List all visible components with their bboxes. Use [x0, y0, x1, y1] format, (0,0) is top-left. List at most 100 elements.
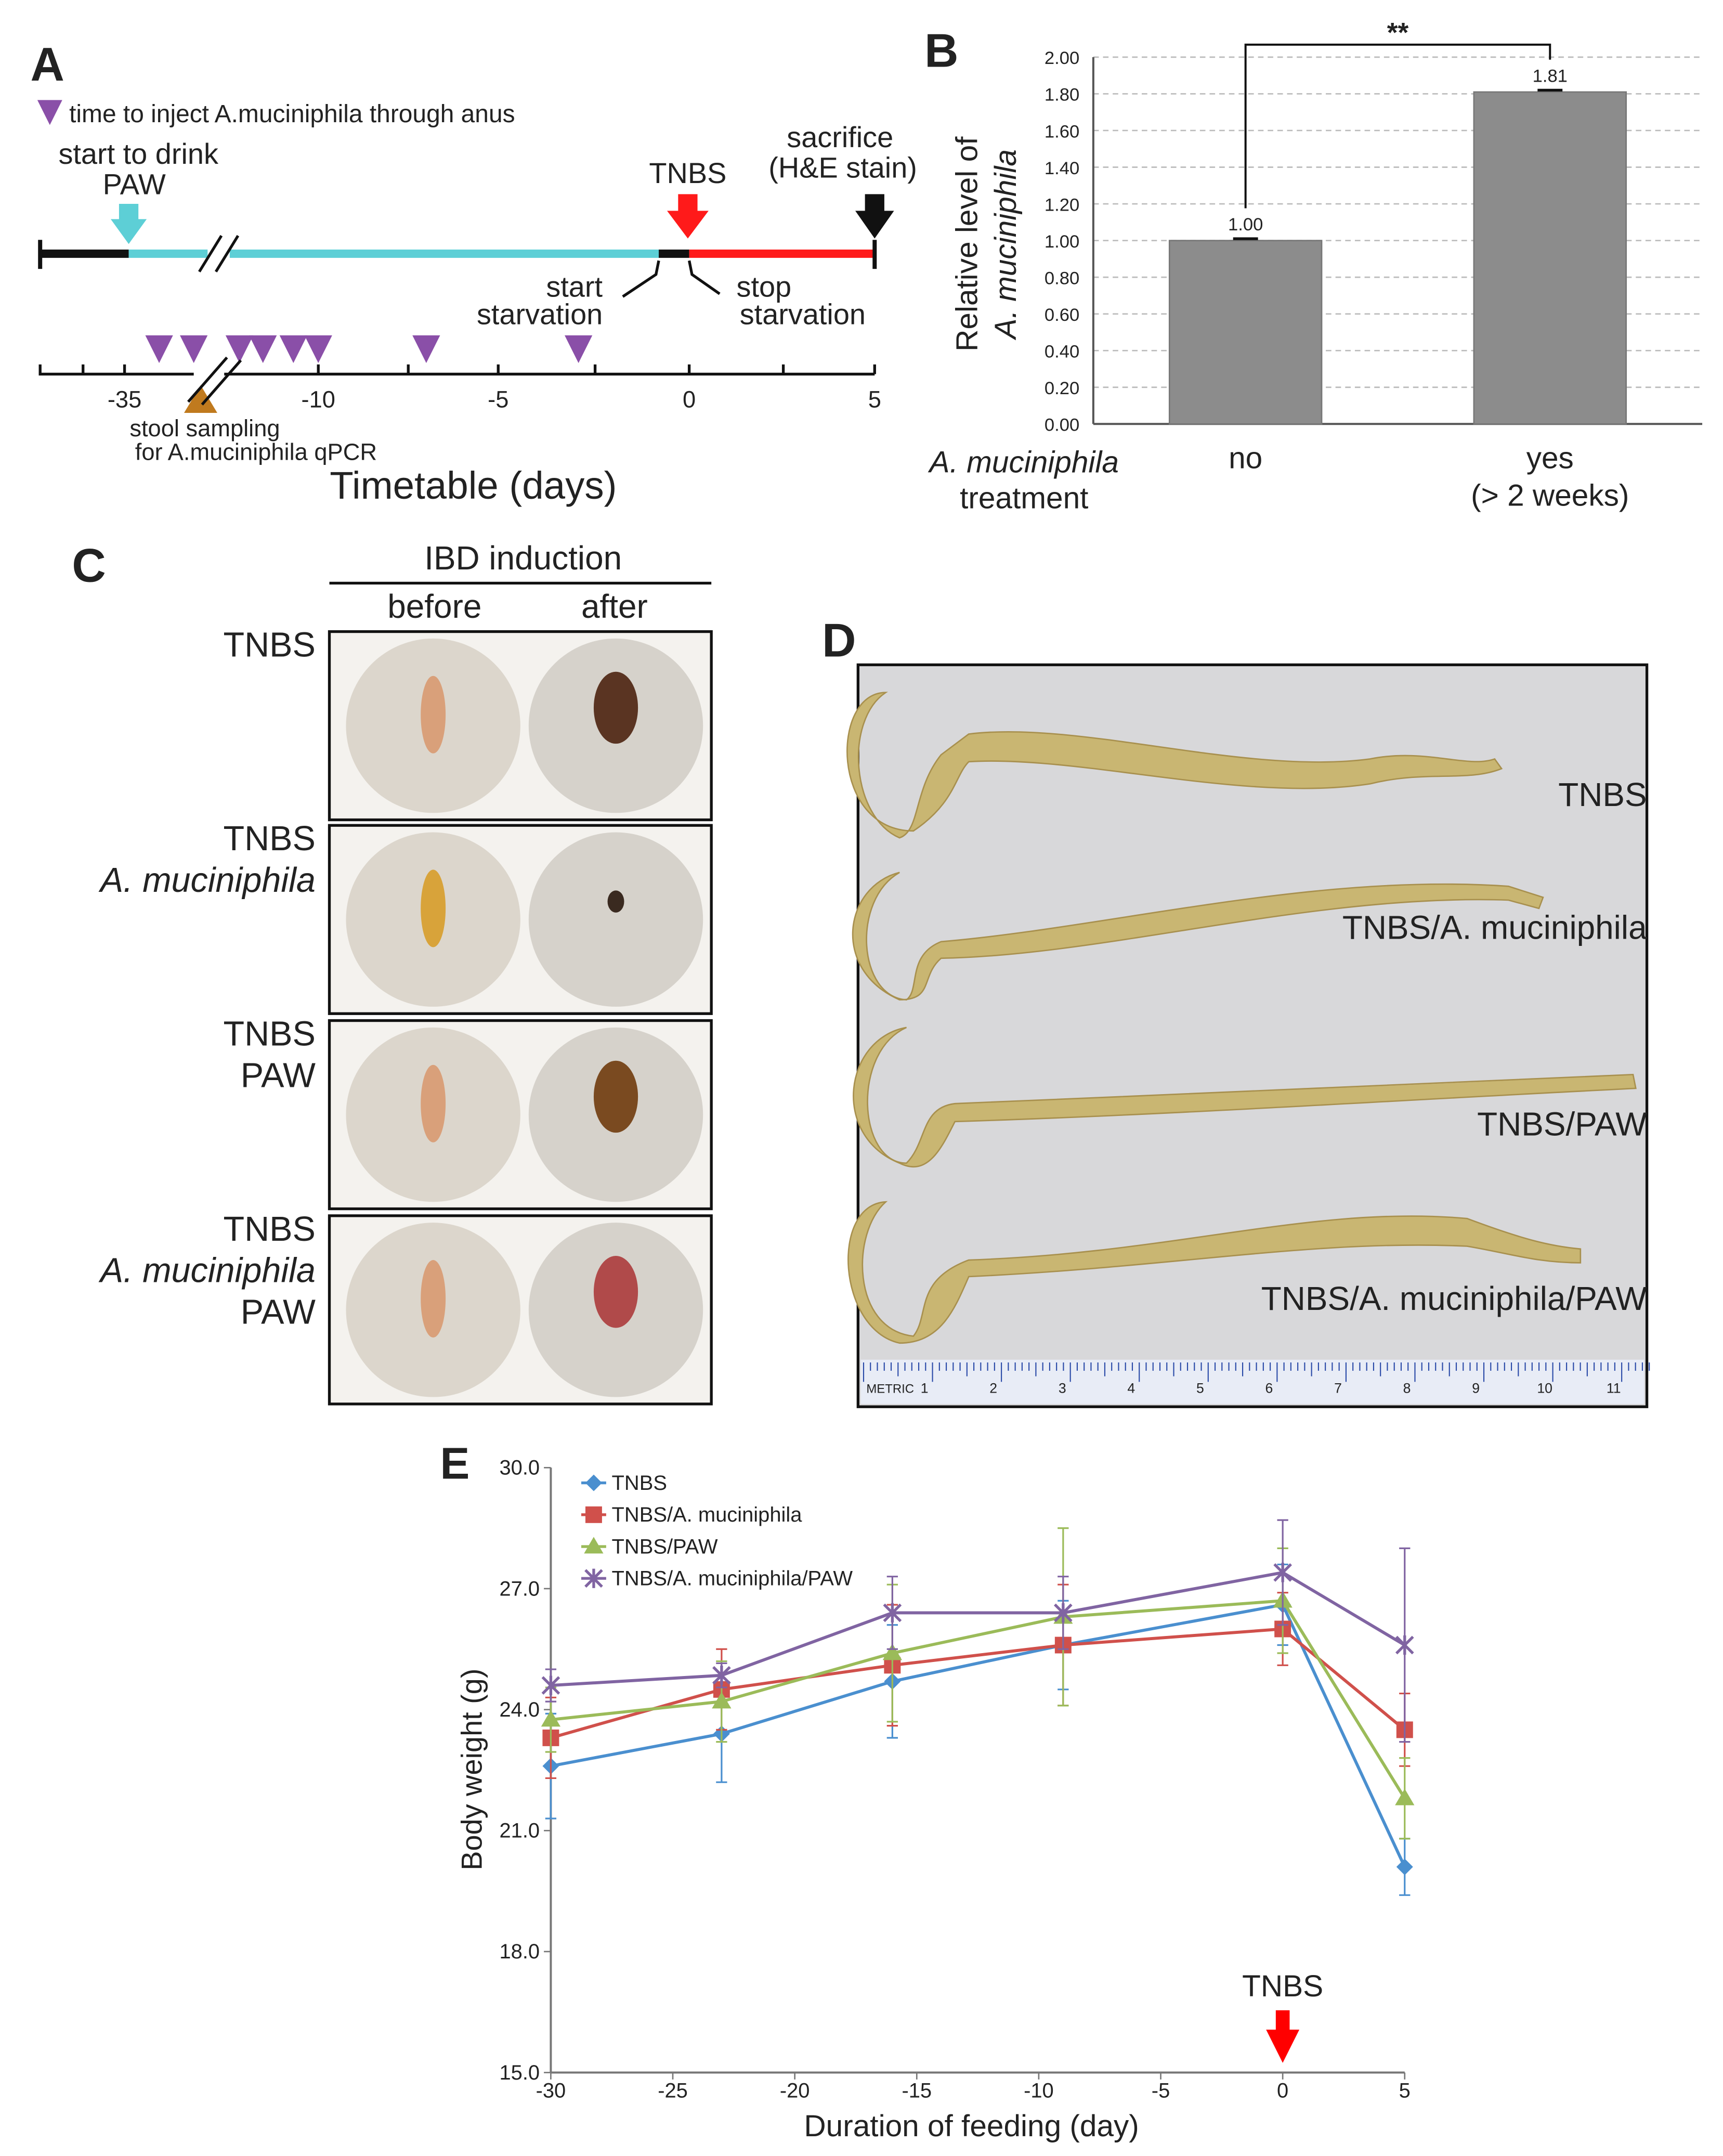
legend-label: TNBS: [612, 1472, 667, 1495]
label: (H&E stain): [768, 151, 917, 184]
significance: **: [1387, 18, 1409, 48]
x-tick-label: -25: [658, 2079, 688, 2102]
y-tick-label: 1.80: [1045, 85, 1079, 105]
panel-c: C IBD induction before after TNBSTNBSA. …: [72, 539, 713, 1406]
y-tick-label: 0.00: [1045, 415, 1079, 435]
photo-frame: [856, 663, 1649, 1408]
label: sacrifice: [787, 121, 893, 153]
tick-label: -35: [108, 386, 141, 412]
legend-label: TNBS/A. muciniphila/PAW: [612, 1567, 853, 1590]
injection: [279, 335, 307, 363]
ruler: [860, 1359, 1644, 1404]
series-line: [551, 1570, 1406, 1687]
ruler-number: 5: [1196, 1381, 1204, 1396]
y-tick-label: 1.00: [1045, 232, 1079, 252]
photo: [528, 832, 703, 1007]
photo-detail: [421, 1260, 446, 1338]
y-tick-label: 30.0: [499, 1457, 540, 1479]
injection: [225, 335, 254, 363]
legend-label: TNBS/PAW: [612, 1535, 718, 1558]
photo-detail: [593, 671, 638, 744]
row-label: PAW: [241, 1056, 316, 1095]
ruler-number: 8: [1403, 1381, 1411, 1396]
photo-detail: [593, 1256, 638, 1328]
y-axis-title: A. muciniphila: [989, 149, 1023, 340]
label: stop: [737, 270, 792, 303]
value-label: 1.81: [1533, 66, 1568, 86]
x-tick-label: yes: [1526, 441, 1574, 475]
y-tick-label: 1.40: [1045, 159, 1079, 178]
sample-label: TNBS/PAW: [1477, 1105, 1647, 1142]
row-label: A. muciniphila: [98, 861, 316, 900]
panel-letter: C: [72, 540, 106, 592]
label: starvation: [740, 298, 866, 331]
series-line: [550, 1627, 1406, 1739]
ruler-number: 2: [989, 1381, 997, 1396]
colon: [853, 1027, 1637, 1167]
point: [541, 1676, 560, 1695]
x-axis-title: Duration of feeding (day): [804, 2109, 1139, 2143]
y-tick-label: 27.0: [499, 1577, 540, 1600]
panel-a: A time to inject A.muciniphila through a…: [31, 38, 917, 507]
photo-detail: [421, 1064, 446, 1142]
break: [198, 235, 223, 272]
point: [712, 1692, 732, 1709]
ruler-number: 3: [1059, 1381, 1066, 1396]
y-tick-label: 21.0: [499, 1820, 540, 1842]
label: TNBS: [649, 157, 726, 189]
x-tick-label: no: [1229, 441, 1262, 475]
tick-label: 0: [683, 386, 696, 412]
annotation-arrow: [1266, 2010, 1300, 2063]
panel-d: D TNBS TNBS/A. muciniphila TNBS/PAW TNBS…: [822, 614, 1650, 1408]
panel-letter: D: [822, 614, 856, 667]
label: start to drink: [58, 137, 218, 170]
point: [1053, 1603, 1073, 1623]
sample-label: TNBS/A. muciniphila/PAW: [1261, 1280, 1648, 1317]
tick-label: -10: [302, 386, 335, 412]
label: start: [546, 270, 603, 303]
ruler-number: 11: [1607, 1381, 1621, 1396]
ruler-number: 10: [1537, 1381, 1552, 1396]
leader: [622, 260, 660, 298]
sample-label: TNBS/A. muciniphila: [1342, 908, 1647, 946]
legend-marker: [585, 1474, 602, 1491]
y-tick-label: 15.0: [499, 2061, 540, 2084]
bar: [1473, 91, 1627, 425]
legend-text: time to inject A.muciniphila through anu…: [69, 100, 515, 128]
injection: [304, 335, 332, 363]
injection: [249, 335, 277, 363]
legend-icon: [37, 100, 62, 125]
panel-letter: B: [924, 25, 958, 77]
legend-label: TNBS/A. muciniphila: [612, 1503, 803, 1526]
row-label: A. muciniphila: [98, 1252, 316, 1290]
label: stool sampling: [129, 415, 280, 441]
bar: [1168, 240, 1323, 425]
arrow: [110, 204, 147, 244]
leader: [687, 260, 721, 295]
row-label: TNBS: [223, 820, 315, 858]
point: [1273, 1563, 1293, 1582]
x-tick-label: -30: [536, 2079, 566, 2102]
y-tick-label: 0.60: [1045, 305, 1079, 325]
col-label: before: [387, 588, 481, 625]
y-tick-label: 18.0: [499, 1940, 540, 1963]
break: [187, 356, 228, 403]
x-tick-label: -20: [780, 2079, 810, 2102]
value-label: 1.00: [1228, 215, 1263, 235]
injection-markers: [145, 335, 593, 363]
ruler-number: 9: [1472, 1381, 1480, 1396]
y-tick-label: 24.0: [499, 1698, 540, 1721]
colon: [847, 1201, 1582, 1344]
axis-ticks: [38, 364, 876, 374]
y-tick-label: 0.20: [1045, 379, 1079, 398]
injection: [180, 335, 208, 363]
injection: [145, 335, 173, 363]
panel-letter: A: [31, 38, 64, 91]
x-tick-label: (> 2 weeks): [1471, 478, 1629, 512]
y-axis-title: Body weight (g): [455, 1668, 488, 1870]
photo-detail: [607, 890, 624, 913]
x-axis-title: treatment: [960, 482, 1088, 515]
ruler-number: 6: [1265, 1381, 1273, 1396]
